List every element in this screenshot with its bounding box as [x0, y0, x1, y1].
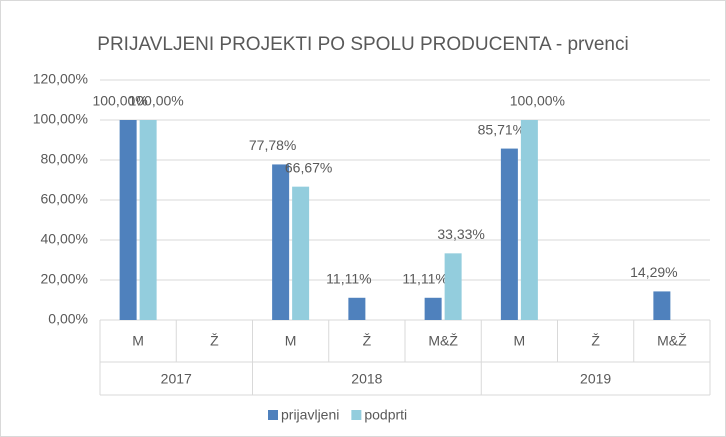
- data-label: 33,33%: [437, 226, 484, 242]
- legend-label: prijavljeni: [281, 407, 339, 423]
- data-label: 66,67%: [285, 159, 332, 175]
- data-label: 100,00%: [128, 93, 183, 109]
- x-tick-label: Ž: [363, 333, 372, 349]
- x-tick-label: M: [132, 333, 144, 349]
- bar: [500, 148, 518, 320]
- y-tick-label: 0,00%: [48, 311, 88, 327]
- data-label: 77,78%: [249, 137, 296, 153]
- legend-swatch: [268, 410, 278, 420]
- data-label: 100,00%: [92, 93, 147, 109]
- bar: [444, 253, 462, 320]
- data-label: 100,00%: [510, 93, 565, 109]
- bar: [348, 297, 366, 320]
- group-label: 2017: [161, 371, 192, 387]
- chart-title: PRIJAVLJENI PROJEKTI PO SPOLU PRODUCENTA…: [97, 34, 628, 55]
- y-tick-label: 20,00%: [41, 271, 88, 287]
- x-tick-label: M: [514, 333, 526, 349]
- group-label: 2019: [580, 371, 611, 387]
- bar: [119, 120, 137, 320]
- bar: [292, 186, 310, 320]
- legend-label: podprti: [364, 407, 407, 423]
- legend-swatch: [351, 410, 362, 420]
- data-label: 11,11%: [402, 270, 447, 286]
- bar: [424, 297, 442, 320]
- data-label: 14,29%: [630, 264, 677, 280]
- y-tick-label: 120,00%: [33, 71, 88, 87]
- bar: [272, 164, 290, 320]
- y-tick-label: 80,00%: [41, 151, 88, 167]
- data-label: 11,11%: [326, 270, 371, 286]
- bar: [520, 120, 538, 320]
- x-tick-label: Ž: [210, 333, 219, 349]
- y-tick-label: 60,00%: [41, 191, 88, 207]
- y-tick-label: 40,00%: [41, 231, 88, 247]
- bar: [653, 291, 671, 320]
- data-label: 85,71%: [478, 121, 525, 137]
- x-tick-label: M&Ž: [657, 333, 687, 349]
- bar: [139, 120, 157, 320]
- x-tick-label: M&Ž: [428, 333, 458, 349]
- y-tick-label: 100,00%: [33, 111, 88, 127]
- x-tick-label: M: [285, 333, 297, 349]
- group-label: 2018: [351, 371, 382, 387]
- x-tick-label: Ž: [591, 333, 600, 349]
